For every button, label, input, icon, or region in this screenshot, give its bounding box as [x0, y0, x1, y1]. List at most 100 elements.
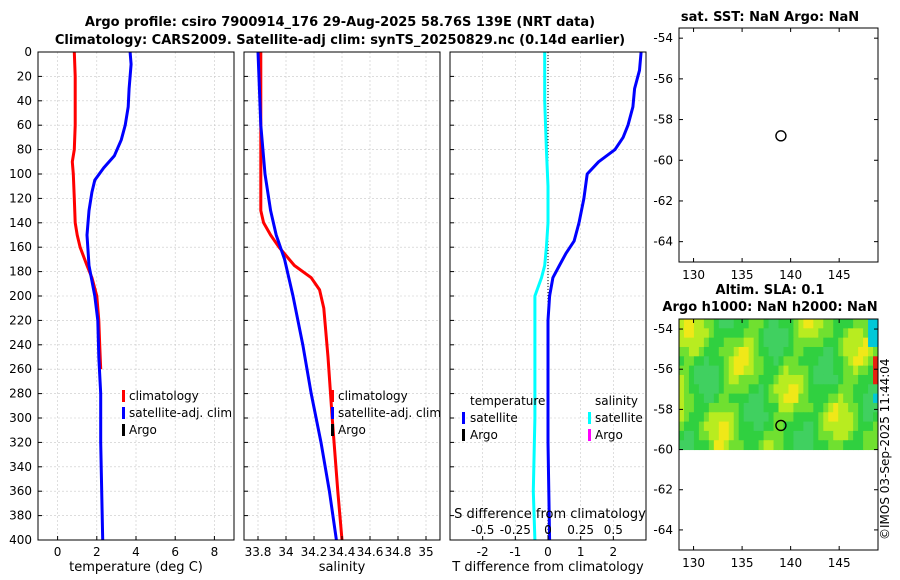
sla-heatmap-cell	[693, 319, 700, 329]
sla-heatmap-cell	[788, 337, 794, 348]
sla-heatmap-cell	[758, 412, 765, 423]
sla-heatmap-cell	[868, 346, 874, 357]
sla-ytick-label: -54	[653, 322, 673, 336]
sla-heatmap-cell	[713, 319, 720, 329]
sla-heatmap-cell	[688, 402, 695, 413]
sla-heatmap-cell	[823, 346, 829, 357]
sla-heatmap-cell	[818, 412, 824, 423]
sla-heatmap-cell	[813, 365, 819, 376]
sla-heatmap-cell	[723, 402, 730, 413]
temp-series-1	[85, 51, 133, 541]
sla-heatmap-cell	[843, 319, 849, 329]
sla-heatmap-cell	[723, 421, 730, 432]
sla-heatmap-cell	[683, 374, 690, 385]
sla-heatmap-cell	[758, 440, 765, 451]
sla-heatmap-cell	[763, 430, 770, 441]
sla-heatmap-cell	[698, 328, 705, 339]
sla-panel-subtitle: Argo h1000: NaN h2000: NaN	[662, 300, 878, 315]
sla-heatmap-cell	[773, 365, 779, 376]
sla-heatmap-cell	[698, 374, 705, 385]
sla-heatmap-cell	[773, 356, 779, 367]
sla-heatmap-cell	[818, 356, 824, 367]
sla-heatmap-cell	[803, 440, 809, 451]
sla-heatmap-cell	[758, 328, 765, 339]
sla-heatmap-cell	[778, 374, 784, 385]
sla-heatmap-cell	[728, 412, 735, 423]
sla-heatmap-cell	[758, 384, 765, 395]
sla-heatmap-cell	[703, 412, 710, 423]
sla-heatmap-cell	[808, 412, 814, 423]
sla-heatmap-cell	[733, 337, 740, 348]
sla-heatmap-cell	[853, 337, 859, 348]
sla-heatmap-cell	[693, 328, 700, 339]
sla-heatmap-cell	[873, 384, 879, 395]
sla-heatmap-cell	[853, 374, 859, 385]
temp-legend-label: Argo	[129, 423, 157, 437]
temp-ytick-label: 160	[9, 240, 32, 254]
sla-heatmap-cell	[713, 356, 720, 367]
sla-heatmap-cell	[703, 365, 710, 376]
sla-heatmap-cell	[768, 346, 775, 357]
sla-heatmap-cell	[798, 319, 804, 329]
sla-heatmap-cell	[688, 421, 695, 432]
sla-heatmap-cell	[693, 365, 700, 376]
sla-heatmap-cell	[823, 412, 829, 423]
sla-heatmap-cell	[738, 356, 745, 367]
sla-heatmap-cell	[708, 384, 715, 395]
sla-heatmap-cell	[818, 346, 824, 357]
sla-heatmap-cell	[783, 393, 789, 404]
sla-heatmap-cell	[788, 319, 794, 329]
sal-legend-swatch	[331, 407, 334, 419]
sla-heatmap-cell	[748, 384, 755, 395]
sla-heatmap-cell	[728, 402, 735, 413]
sla-heatmap-cell	[728, 384, 735, 395]
sla-heatmap-cell	[853, 393, 859, 404]
sla-heatmap-cell	[803, 365, 809, 376]
sla-heatmap-cell	[778, 412, 784, 423]
sla-heatmap-cell	[858, 374, 864, 385]
sla-heatmap-cell	[818, 319, 824, 329]
sla-heatmap-cell	[688, 374, 695, 385]
sla-heatmap-cell	[708, 440, 715, 451]
sla-heatmap-cell	[838, 374, 844, 385]
sla-heatmap-cell	[833, 440, 839, 451]
sla-heatmap-cell	[683, 356, 690, 367]
sla-heatmap-cell	[713, 421, 720, 432]
sla-heatmap-cell	[798, 421, 804, 432]
sla-heatmap-cell	[803, 412, 809, 423]
sla-heatmap-cell	[743, 356, 750, 367]
sla-heatmap-cell	[768, 337, 775, 348]
sla-heatmap-cell	[738, 402, 745, 413]
sla-heatmap-cell	[773, 328, 779, 339]
sla-ytick-label: -56	[653, 362, 673, 376]
sla-heatmap-cell	[688, 319, 695, 329]
sla-heatmap-cell	[818, 430, 824, 441]
sal-legend-label: satellite-adj. clim	[338, 406, 441, 420]
sla-heatmap-cell	[713, 430, 720, 441]
sla-heatmap-cell	[703, 346, 710, 357]
sla-heatmap-cell	[763, 337, 770, 348]
sla-heatmap-cell	[713, 374, 720, 385]
sla-heatmap-cell	[768, 421, 775, 432]
sla-axes-frame	[678, 318, 879, 551]
sla-heatmap-cell	[718, 365, 725, 376]
sla-heatmap-cell	[703, 328, 710, 339]
sla-heatmap-cell	[818, 384, 824, 395]
sla-heatmap-cell	[748, 430, 755, 441]
sla-heatmap-cell	[868, 412, 874, 423]
sal-xlabel: salinity	[319, 560, 366, 575]
sla-heatmap-cell	[753, 430, 760, 441]
sla-heatmap-cell	[863, 356, 869, 367]
sla-heatmap-cell	[728, 356, 735, 367]
sla-heatmap-cell	[753, 374, 760, 385]
temp-legend-label: climatology	[129, 389, 199, 403]
sla-heatmap-cell	[868, 421, 874, 432]
sla-heatmap-cell	[823, 328, 829, 339]
sla-heatmap-cell	[773, 440, 779, 451]
sla-heatmap-cell	[823, 440, 829, 451]
sla-heatmap-cell	[763, 421, 770, 432]
sla-heatmap-cell	[688, 393, 695, 404]
sal-legend-swatch	[331, 390, 334, 402]
temp-ytick-label: 180	[9, 265, 32, 279]
sla-heatmap-cell	[863, 430, 869, 441]
